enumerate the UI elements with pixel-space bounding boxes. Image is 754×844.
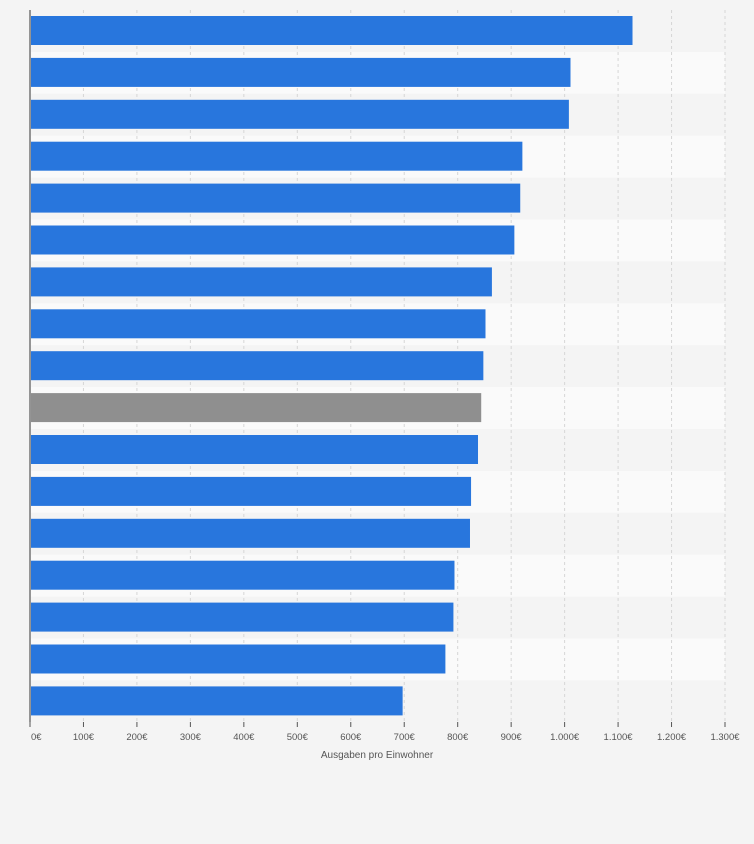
bar[interactable] [31,141,523,171]
bar[interactable] [31,16,633,45]
x-tick-label: 900€ [501,732,523,743]
bar[interactable] [31,99,569,129]
x-tick-label: 400€ [233,732,255,743]
bar[interactable] [31,393,482,423]
bar[interactable] [31,57,571,87]
x-tick-label: 800€ [447,732,469,743]
bar[interactable] [31,560,455,590]
x-axis-ticks: 0€ 100€ 200€ 300€ 400€ 500€ 600€ 700€ 800€ 900€ 1.… [29,722,740,743]
x-tick-label: 300€ [180,732,202,743]
bar[interactable] [31,267,492,297]
x-tick-label: 1.200€ [657,732,687,743]
bar[interactable] [31,644,446,674]
x-tick-label: 700€ [394,732,416,743]
x-tick-label: 1.100€ [604,732,634,743]
x-tick-label: 1.300€ [710,732,740,743]
bar[interactable] [31,686,403,716]
bar[interactable] [31,476,472,506]
x-tick-label: 600€ [340,732,362,743]
bar[interactable] [31,518,470,548]
bar[interactable] [31,225,515,255]
x-tick-label: 100€ [73,732,95,743]
bar[interactable] [31,435,479,464]
bar[interactable] [31,351,484,381]
x-axis-label: Ausgaben pro Einwohner [321,750,434,761]
x-tick-label: 500€ [287,732,309,743]
x-tick-label: 1.000€ [550,732,580,743]
bar[interactable] [31,183,521,213]
x-tick-label: 200€ [126,732,148,743]
bars [31,16,633,716]
bar[interactable] [31,309,486,339]
x-tick-label: 0€ [31,732,42,743]
bar[interactable] [31,602,454,632]
